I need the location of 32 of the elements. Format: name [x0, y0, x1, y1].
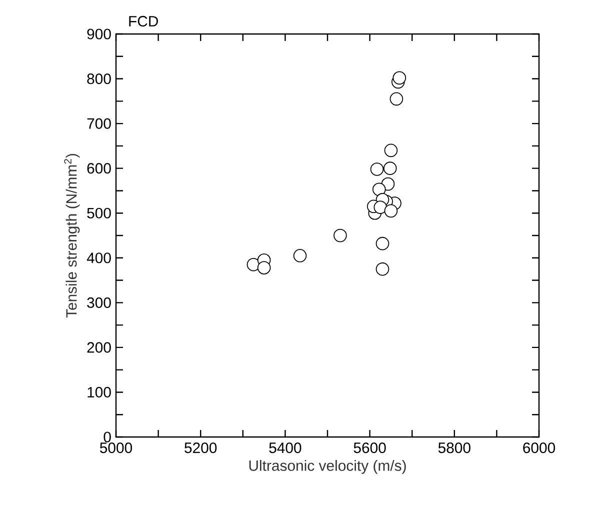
point: [390, 92, 404, 106]
point: [383, 162, 397, 175]
point: [376, 262, 390, 276]
point: [376, 236, 390, 250]
x-tick-label: 6000: [523, 442, 556, 454]
point: [293, 249, 307, 262]
y-tick-label: 500: [87, 208, 111, 218]
point: [334, 228, 347, 242]
y-tick-label: 100: [88, 386, 111, 398]
x-tick-label: 5600: [354, 442, 386, 454]
point: [384, 204, 398, 218]
y-axis-title: Tensile strength (N/mm$^{2}$): [64, 154, 80, 318]
y-tick-label: 900: [87, 28, 111, 40]
y-tick-label: 600: [87, 163, 111, 174]
y-tick-label: 200: [87, 342, 111, 353]
x-tick-label: 5000: [100, 442, 132, 454]
x-tick-label: 5400: [269, 442, 302, 454]
y-tick-label: 800: [87, 73, 111, 84]
point: [370, 162, 384, 176]
x-axis-title: Ultrasonic velocity (m/s): [249, 460, 406, 474]
chart-title: FCD: [129, 16, 158, 26]
point: [392, 71, 406, 85]
y-tick-label: 400: [86, 252, 111, 264]
y-tick-label: 700: [87, 118, 111, 129]
y-tick-label: 0: [104, 432, 111, 442]
point: [374, 200, 388, 214]
point: [384, 144, 398, 158]
point: [372, 182, 386, 196]
x-tick-label: 5800: [438, 442, 470, 454]
x-tick-label: 5200: [184, 442, 217, 454]
y-tick-label: 300: [87, 297, 111, 308]
point: [257, 261, 271, 274]
